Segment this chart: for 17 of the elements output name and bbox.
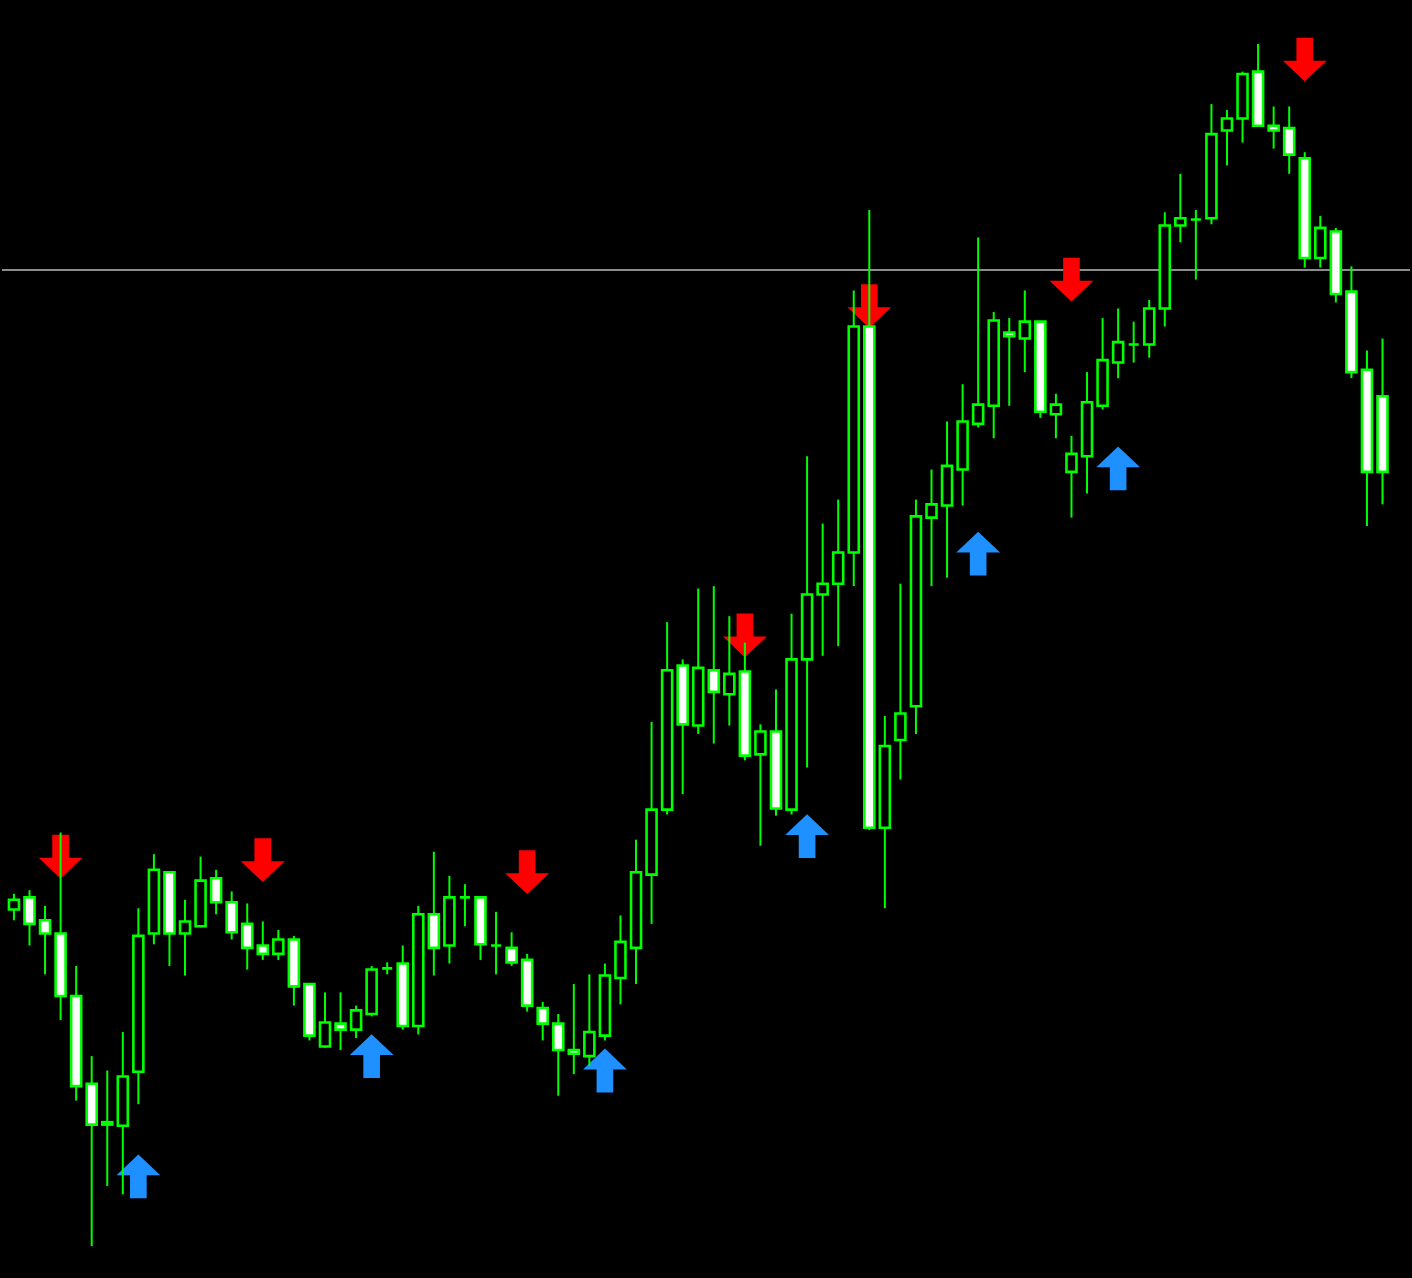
candlestick [1189,208,1203,281]
candlestick [1127,320,1140,364]
point [583,1048,627,1093]
point [1049,257,1094,302]
point [1282,37,1327,82]
candlestick [458,883,472,928]
point [349,1034,394,1078]
candlestick [489,910,503,976]
point [116,1154,161,1199]
point [1096,446,1141,491]
point [505,850,550,895]
point [785,814,829,859]
point [956,531,1001,576]
point [722,613,767,658]
candlestick [474,896,487,961]
point [240,838,285,883]
candlestick [894,582,907,781]
